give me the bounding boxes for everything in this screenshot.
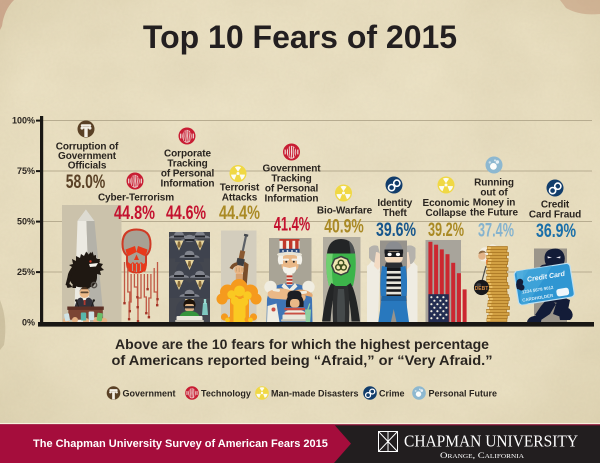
svg-text:Attacks: Attacks	[222, 193, 258, 204]
svg-text:Tracking: Tracking	[167, 158, 207, 169]
svg-text:25%: 25%	[17, 267, 35, 277]
svg-text:Corruption of: Corruption of	[56, 142, 119, 153]
svg-text:Government: Government	[58, 151, 117, 162]
svg-text:Theft: Theft	[383, 208, 408, 219]
svg-text:Top 10 Fears of 2015: Top 10 Fears of 2015	[143, 19, 457, 55]
svg-text:Government: Government	[263, 164, 322, 175]
svg-text:Bio-Warfare: Bio-Warfare	[317, 206, 373, 217]
svg-text:Money in: Money in	[473, 198, 516, 209]
svg-text:out of: out of	[480, 188, 508, 199]
svg-text:50%: 50%	[17, 217, 35, 227]
svg-text:Identity: Identity	[377, 198, 412, 209]
svg-text:44.4%: 44.4%	[219, 202, 260, 224]
svg-text:40.9%: 40.9%	[324, 216, 364, 238]
svg-text:Credit: Credit	[541, 200, 570, 211]
svg-text:58.0%: 58.0%	[66, 171, 106, 193]
svg-text:Government: Government	[123, 389, 176, 399]
svg-text:Economic: Economic	[423, 198, 471, 209]
svg-text:Running: Running	[474, 178, 514, 189]
svg-text:Technology: Technology	[201, 389, 251, 399]
svg-text:44.8%: 44.8%	[114, 202, 155, 224]
svg-text:75%: 75%	[17, 166, 35, 176]
svg-text:Personal Future: Personal Future	[429, 389, 498, 399]
svg-text:Corporate: Corporate	[164, 149, 211, 160]
svg-text:0%: 0%	[22, 318, 35, 328]
svg-text:Crime: Crime	[379, 389, 405, 399]
svg-text:CHAPMAN UNIVERSITY: CHAPMAN UNIVERSITY	[404, 432, 578, 451]
svg-text:of Americans reported being “A: of Americans reported being “Afraid,” or…	[112, 352, 493, 368]
svg-text:Information: Information	[161, 178, 215, 189]
svg-text:100%: 100%	[12, 116, 35, 126]
svg-text:Terrorist: Terrorist	[220, 183, 260, 194]
svg-text:CARDHOLDER: CARDHOLDER	[522, 293, 554, 303]
svg-text:41.4%: 41.4%	[274, 214, 311, 236]
svg-text:Man-made Disasters: Man-made Disasters	[271, 389, 359, 399]
svg-text:of Personal: of Personal	[265, 184, 319, 195]
svg-text:37.4%: 37.4%	[478, 220, 514, 242]
svg-text:36.9%: 36.9%	[536, 220, 576, 242]
svg-text:1234 5678 9012: 1234 5678 9012	[522, 285, 555, 295]
svg-text:Collapse: Collapse	[426, 208, 467, 219]
svg-text:The Chapman University Survey: The Chapman University Survey of America…	[33, 438, 328, 450]
svg-text:39.2%: 39.2%	[428, 219, 464, 241]
svg-text:the Future: the Future	[470, 208, 518, 219]
svg-text:of Personal: of Personal	[161, 168, 215, 179]
svg-text:Information: Information	[265, 194, 319, 205]
svg-text:Officials: Officials	[68, 161, 107, 172]
svg-text:Cyber-Terrorism: Cyber-Terrorism	[98, 193, 174, 204]
svg-text:DEBT: DEBT	[475, 286, 489, 292]
svg-text:Above are the 10 fears for whi: Above are the 10 fears for which the hig…	[115, 336, 489, 352]
svg-text:Tracking: Tracking	[271, 174, 311, 185]
svg-text:Orange, California: Orange, California	[440, 450, 525, 460]
svg-text:44.6%: 44.6%	[166, 202, 206, 224]
svg-text:39.6%: 39.6%	[376, 219, 416, 241]
svg-text:Card Fraud: Card Fraud	[529, 210, 581, 221]
